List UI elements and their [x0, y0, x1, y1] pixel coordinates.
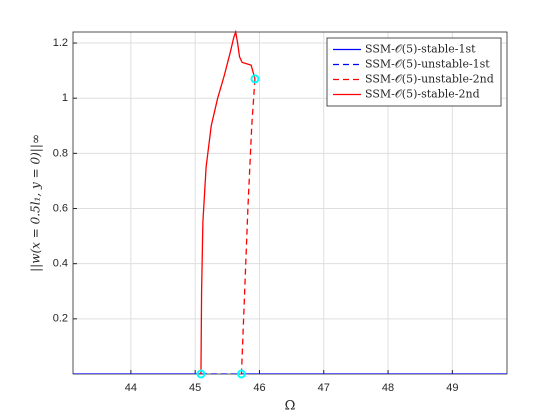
x-tick-label: 49 — [446, 382, 458, 394]
x-tick-label: 45 — [189, 382, 201, 394]
y-tick-label: 1.2 — [53, 37, 68, 49]
marker — [196, 369, 206, 379]
series-line — [240, 78, 256, 374]
legend-label: SSM-𝒪(5)-stable-1st — [365, 43, 476, 56]
y-tick-label: 0.4 — [53, 258, 68, 270]
legend-label: SSM-𝒪(5)-unstable-2nd — [365, 73, 494, 86]
y-tick-label: 0.6 — [53, 202, 68, 214]
legend-label: SSM-𝒪(5)-stable-2nd — [365, 88, 480, 101]
marker — [236, 369, 246, 379]
y-tick-label: 1 — [62, 92, 68, 104]
marker — [250, 74, 260, 84]
y-axis-label: ||w(x = 0.5l₁, y = 0)||∞ — [29, 134, 43, 272]
x-tick-label: 44 — [125, 382, 137, 394]
legend-label: SSM-𝒪(5)-unstable-1st — [365, 58, 490, 71]
x-tick-label: 46 — [253, 382, 265, 394]
series-line — [200, 30, 256, 374]
y-tick-label: 0.2 — [53, 313, 68, 325]
y-tick-label: 0.8 — [53, 147, 68, 159]
x-tick-label: 48 — [382, 382, 394, 394]
x-axis-label: Ω — [285, 399, 296, 414]
x-tick-label: 47 — [318, 382, 330, 394]
